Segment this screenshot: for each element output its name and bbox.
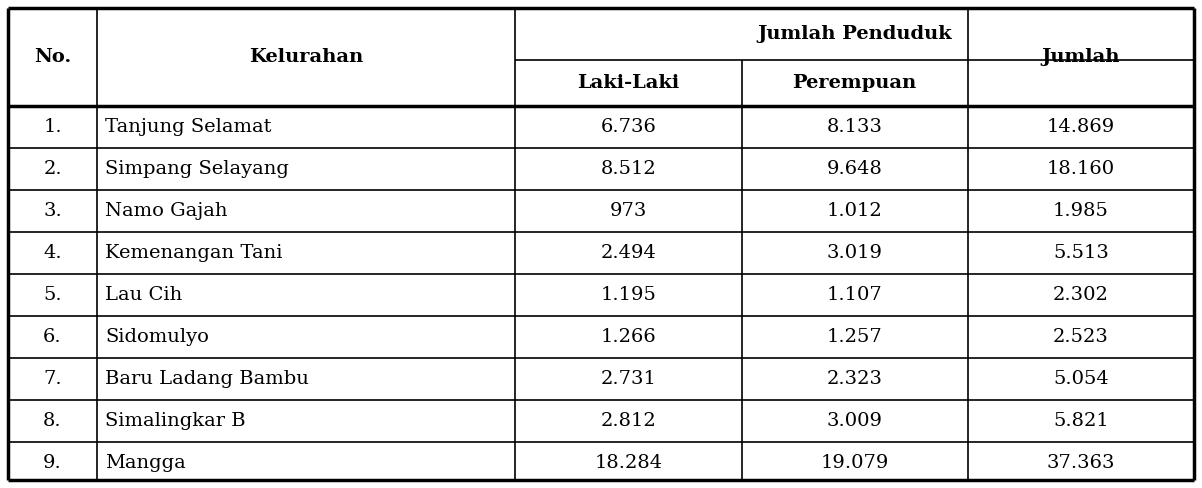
Text: Mangga: Mangga <box>105 454 186 472</box>
Text: 5.821: 5.821 <box>1053 412 1108 430</box>
Text: Namo Gajah: Namo Gajah <box>105 202 227 220</box>
Text: 8.: 8. <box>43 412 61 430</box>
Text: 1.985: 1.985 <box>1053 202 1108 220</box>
Text: 1.107: 1.107 <box>827 286 882 304</box>
Text: Baru Ladang Bambu: Baru Ladang Bambu <box>105 370 309 388</box>
Text: Jumlah: Jumlah <box>1042 48 1120 66</box>
Text: Simalingkar B: Simalingkar B <box>105 412 245 430</box>
Text: 8.512: 8.512 <box>601 160 656 178</box>
Text: 18.284: 18.284 <box>594 454 662 472</box>
Text: 2.302: 2.302 <box>1053 286 1108 304</box>
Text: 2.731: 2.731 <box>601 370 656 388</box>
Text: Kelurahan: Kelurahan <box>249 48 363 66</box>
Text: 9.648: 9.648 <box>827 160 882 178</box>
Text: 3.019: 3.019 <box>827 244 882 262</box>
Text: Jumlah Penduduk: Jumlah Penduduk <box>757 25 952 43</box>
Text: 3.: 3. <box>43 202 63 220</box>
Text: 2.494: 2.494 <box>601 244 656 262</box>
Text: 14.869: 14.869 <box>1047 118 1115 136</box>
Text: 8.133: 8.133 <box>827 118 882 136</box>
Text: 9.: 9. <box>43 454 63 472</box>
Text: 1.266: 1.266 <box>601 328 656 346</box>
Text: 1.012: 1.012 <box>827 202 882 220</box>
Text: 7.: 7. <box>43 370 61 388</box>
Text: 6.736: 6.736 <box>601 118 656 136</box>
Text: 5.054: 5.054 <box>1053 370 1108 388</box>
Text: 2.812: 2.812 <box>601 412 656 430</box>
Text: 4.: 4. <box>43 244 61 262</box>
Text: Kemenangan Tani: Kemenangan Tani <box>105 244 282 262</box>
Text: Simpang Selayang: Simpang Selayang <box>105 160 288 178</box>
Text: 18.160: 18.160 <box>1047 160 1115 178</box>
Text: 2.523: 2.523 <box>1053 328 1108 346</box>
Text: Tanjung Selamat: Tanjung Selamat <box>105 118 272 136</box>
Text: 5.: 5. <box>43 286 61 304</box>
Text: 5.513: 5.513 <box>1053 244 1108 262</box>
Text: Perempuan: Perempuan <box>792 74 917 92</box>
Text: 2.323: 2.323 <box>827 370 882 388</box>
Text: 1.257: 1.257 <box>827 328 882 346</box>
Text: No.: No. <box>34 48 71 66</box>
Text: 1.195: 1.195 <box>601 286 656 304</box>
Text: Lau Cih: Lau Cih <box>105 286 183 304</box>
Text: Laki-Laki: Laki-Laki <box>577 74 679 92</box>
Text: 19.079: 19.079 <box>821 454 888 472</box>
Text: 973: 973 <box>609 202 647 220</box>
Text: 1.: 1. <box>43 118 61 136</box>
Text: 3.009: 3.009 <box>827 412 882 430</box>
Text: 6.: 6. <box>43 328 61 346</box>
Text: Sidomulyo: Sidomulyo <box>105 328 209 346</box>
Text: 2.: 2. <box>43 160 61 178</box>
Text: 37.363: 37.363 <box>1047 454 1115 472</box>
